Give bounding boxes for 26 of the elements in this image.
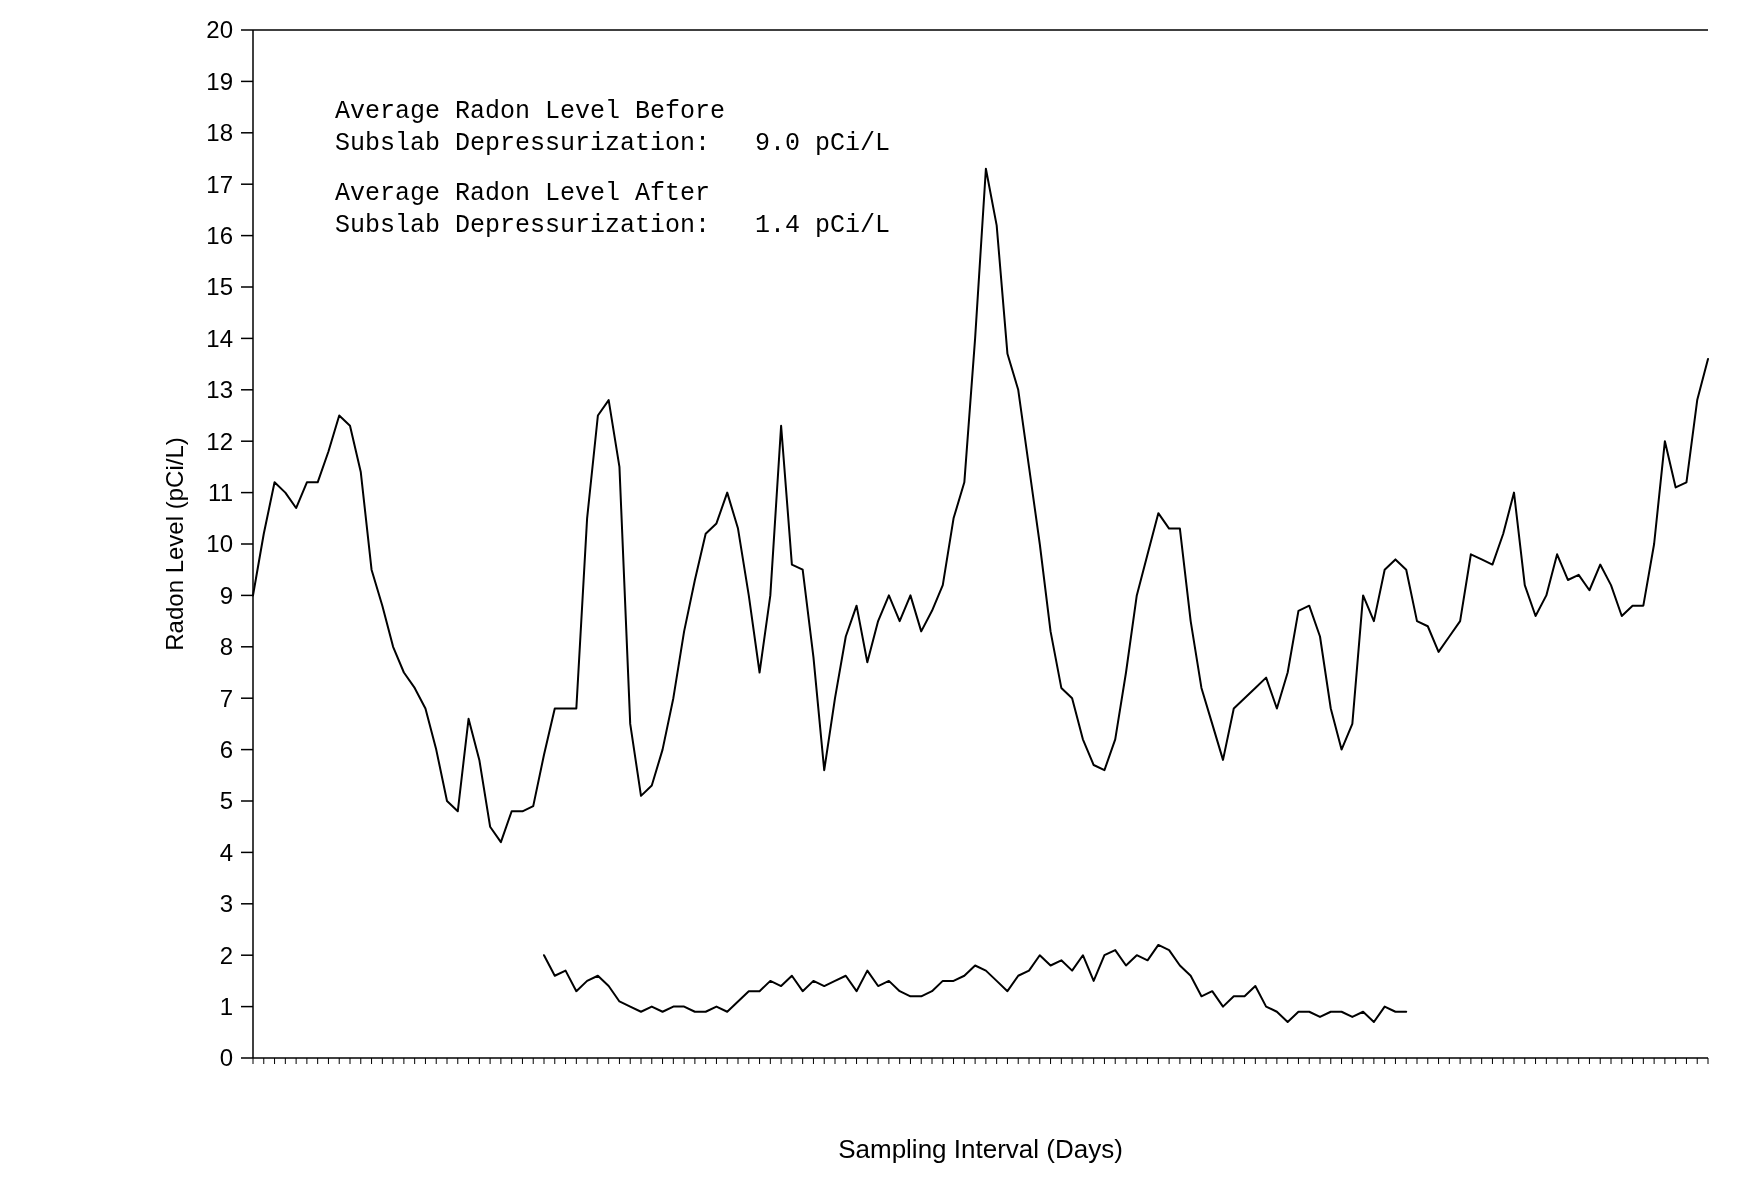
- y-tick-label: 19: [206, 67, 233, 95]
- line-series: [543, 943, 1408, 1024]
- y-tick-label: 2: [219, 941, 233, 969]
- y-tick-label: 8: [219, 633, 233, 661]
- y-tick-label: 16: [206, 222, 233, 249]
- y-tick-label: 11: [208, 479, 233, 506]
- y-tick-label: 0: [219, 1044, 233, 1072]
- y-tick-label: 5: [219, 787, 233, 815]
- y-tick-label: 10: [206, 530, 233, 558]
- annotation: Average Radon Level After Subslab Depressurization: 1.4 pCi/L: [335, 179, 891, 240]
- y-tick-label: 4: [219, 838, 233, 866]
- y-tick-label: 17: [206, 170, 233, 198]
- annotation: Average Radon Level Before Subslab Depressurization: 9.0 pCi/L: [335, 97, 891, 158]
- y-tick-label: 20: [206, 16, 233, 44]
- y-tick-label: 1: [219, 993, 233, 1020]
- y-tick-label: 15: [206, 273, 233, 301]
- y-tick-label: 13: [206, 376, 233, 404]
- y-tick-label: 9: [219, 581, 233, 609]
- y-tick-label: 14: [206, 324, 233, 352]
- y-axis-title: Radon Level (pCi/L): [161, 437, 188, 651]
- y-tick-label: 6: [219, 736, 233, 763]
- y-tick-label: 7: [219, 684, 233, 712]
- x-axis-title: Sampling Interval (Days): [838, 1134, 1123, 1164]
- y-tick-label: 18: [206, 119, 233, 147]
- y-tick-label: 12: [206, 427, 233, 455]
- y-tick-label: 3: [219, 890, 233, 918]
